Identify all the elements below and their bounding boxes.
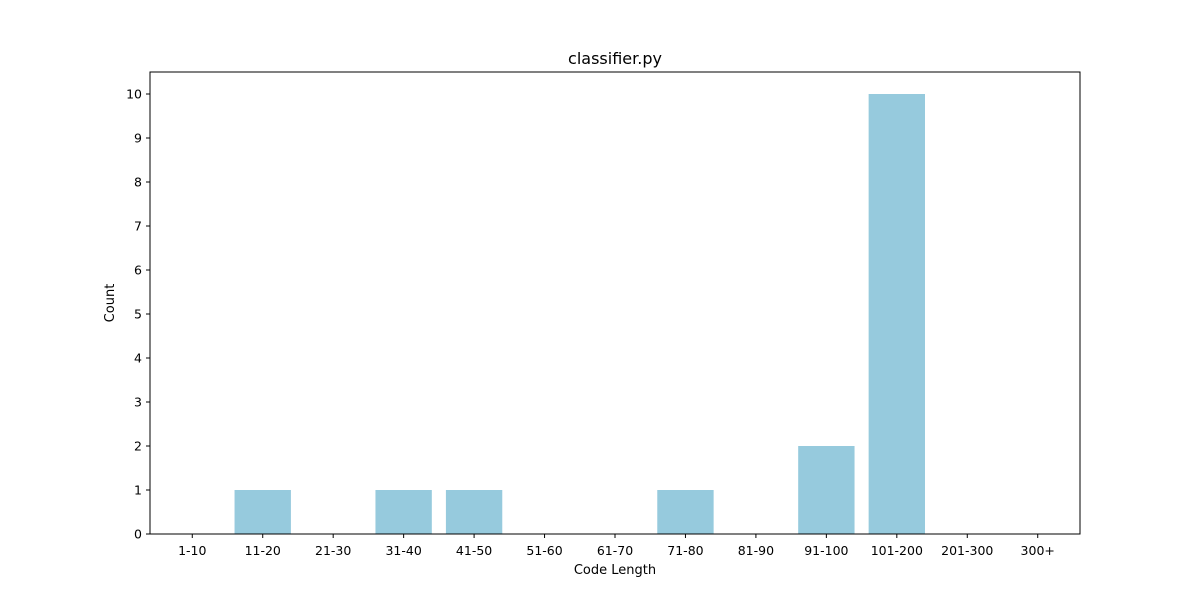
x-tick-label: 21-30: [315, 543, 351, 558]
y-tick-label: 7: [134, 219, 142, 234]
bars-group: [234, 94, 925, 534]
x-tick-label: 41-50: [456, 543, 492, 558]
chart-title: classifier.py: [568, 49, 662, 68]
y-axis-ticks: 0 1 2 3 4 5 6 7 8 9 10: [126, 87, 150, 542]
x-tick-label: 61-70: [597, 543, 633, 558]
x-tick-label: 91-100: [804, 543, 848, 558]
x-axis-label: Code Length: [574, 563, 656, 578]
bar-41-50: [445, 490, 503, 534]
bar-71-80: [657, 490, 714, 534]
y-tick-label: 2: [134, 439, 142, 454]
bar-101-200: [868, 94, 925, 534]
x-tick-label: 71-80: [667, 543, 703, 558]
x-tick-label: 31-40: [385, 543, 421, 558]
y-tick-label: 3: [134, 395, 142, 410]
x-tick-label: 300+: [1021, 543, 1055, 558]
x-tick-label: 11-20: [245, 543, 281, 558]
y-tick-label: 8: [134, 175, 142, 190]
x-tick-label: 1-10: [178, 543, 206, 558]
plot-area-frame: [149, 71, 1081, 535]
x-axis-ticks: 1-10 11-20 21-30 31-40 41-50 51-60 61-70 71-80 8…: [178, 534, 1055, 558]
bar-91-100: [798, 446, 855, 534]
y-tick-label: 10: [126, 87, 142, 102]
y-tick-label: 9: [134, 131, 142, 146]
y-tick-label: 6: [134, 263, 142, 278]
x-tick-label: 101-200: [871, 543, 923, 558]
x-tick-label: 81-90: [738, 543, 774, 558]
y-tick-label: 5: [134, 307, 142, 322]
x-tick-label: 51-60: [526, 543, 562, 558]
y-tick-label: 1: [134, 483, 142, 498]
y-tick-label: 4: [134, 351, 142, 366]
y-tick-label: 0: [134, 527, 142, 542]
bar-11-20: [234, 490, 291, 534]
y-axis-label: Count: [103, 284, 118, 323]
bar-31-40: [375, 490, 432, 534]
x-tick-label: 201-300: [941, 543, 993, 558]
